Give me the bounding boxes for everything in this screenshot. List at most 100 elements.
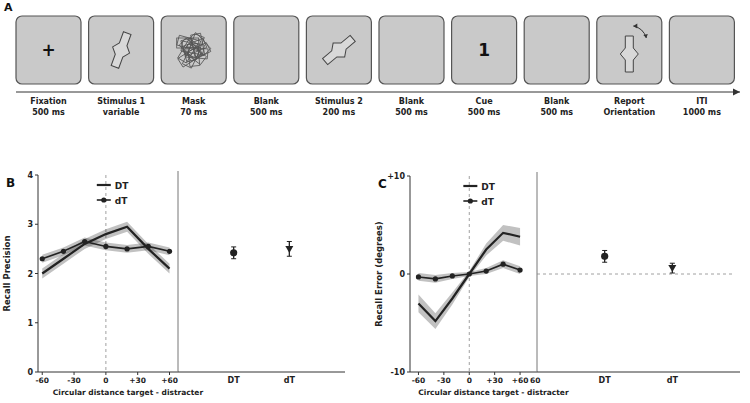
panel-label: B bbox=[6, 176, 15, 190]
error-band bbox=[42, 238, 169, 263]
plot-area bbox=[601, 250, 676, 273]
x-tick-label: +60 bbox=[161, 376, 178, 385]
legend-marker bbox=[101, 197, 106, 202]
point bbox=[467, 271, 472, 276]
chart: 01234-60-300+30+60BCircular distance tar… bbox=[2, 171, 203, 397]
error-cap bbox=[670, 263, 675, 264]
x-tick bbox=[137, 372, 138, 375]
point bbox=[40, 256, 45, 261]
rotate-arrow bbox=[633, 26, 646, 38]
y-tick-label: 1 bbox=[27, 319, 33, 328]
frame-box bbox=[669, 16, 734, 84]
x-tick-label: DT bbox=[228, 376, 241, 385]
frame-box bbox=[89, 16, 154, 84]
stimulus bbox=[620, 36, 638, 72]
point bbox=[601, 253, 608, 260]
panel-label: C bbox=[378, 177, 387, 191]
frame-box bbox=[524, 16, 589, 84]
mask-element bbox=[178, 39, 198, 63]
figure: A+Fixation500 msStimulus 1variableMask70… bbox=[0, 0, 750, 403]
x-axis bbox=[38, 372, 178, 373]
x-tick-label: 0 bbox=[103, 376, 108, 385]
point bbox=[433, 276, 438, 281]
frame: Mask70 ms bbox=[161, 16, 226, 117]
frame-caption: 500 ms bbox=[395, 108, 428, 117]
x-tick-label: dT bbox=[667, 376, 679, 385]
frame-box bbox=[597, 16, 662, 84]
x-tick-label: -60 bbox=[412, 376, 426, 385]
error-band bbox=[42, 222, 169, 279]
legend-key bbox=[463, 185, 477, 187]
x-tick-label: -30 bbox=[437, 376, 451, 385]
point bbox=[484, 268, 489, 273]
legend-label: dT bbox=[481, 197, 494, 207]
separator bbox=[178, 171, 179, 372]
y-label: Recall Precision bbox=[2, 236, 12, 312]
frame-caption: Orientation bbox=[604, 108, 656, 117]
mask-element bbox=[183, 38, 207, 56]
frame-box bbox=[161, 16, 226, 84]
frame-caption: ITI bbox=[696, 97, 707, 106]
point bbox=[416, 274, 421, 279]
x-tick-label: DT bbox=[599, 376, 612, 385]
frame-caption: Cue bbox=[476, 97, 494, 106]
x-tick-label: -60 bbox=[35, 376, 49, 385]
error-cap bbox=[287, 241, 292, 242]
x-tick bbox=[42, 372, 43, 375]
mask-element bbox=[177, 35, 201, 50]
y-tick bbox=[407, 176, 410, 177]
frame: Stimulus 1variable bbox=[89, 16, 154, 117]
point bbox=[230, 249, 237, 256]
mask-element bbox=[188, 44, 200, 67]
frame-box bbox=[452, 16, 517, 84]
frame-caption: 500 ms bbox=[250, 108, 283, 117]
error-cap bbox=[231, 246, 236, 247]
frame-box bbox=[306, 16, 371, 84]
frame-caption: 500 ms bbox=[540, 108, 573, 117]
x-axis bbox=[537, 372, 740, 373]
frame-caption: Fixation bbox=[30, 97, 67, 106]
annotation: 60 bbox=[530, 376, 540, 385]
legend-label: DT bbox=[115, 181, 129, 191]
y-tick-label: 2 bbox=[27, 270, 33, 279]
error-band bbox=[418, 260, 520, 283]
plot-area bbox=[416, 225, 523, 329]
x-tick-label: 0 bbox=[467, 376, 472, 385]
error-cap bbox=[287, 256, 292, 257]
x-tick bbox=[494, 372, 495, 375]
frame-caption: Stimulus 2 bbox=[315, 97, 363, 106]
frame-box bbox=[379, 16, 444, 84]
frame-caption: 500 ms bbox=[32, 108, 65, 117]
point bbox=[668, 265, 676, 272]
y-tick-label: 3 bbox=[27, 220, 33, 229]
y-tick-label: +10 bbox=[387, 172, 405, 181]
stimulus bbox=[106, 30, 135, 70]
time-arrow bbox=[16, 92, 740, 93]
x-tick-label: +60 bbox=[512, 376, 529, 385]
point bbox=[167, 249, 172, 254]
error-cap bbox=[670, 273, 675, 274]
legend-label: DT bbox=[481, 182, 495, 192]
plot-area bbox=[40, 222, 172, 279]
x-tick bbox=[443, 372, 444, 375]
frame: Blank 500 ms bbox=[234, 16, 299, 117]
point bbox=[124, 246, 129, 251]
frame-caption: Blank bbox=[254, 97, 280, 106]
series-line bbox=[418, 233, 520, 321]
zero-line bbox=[537, 274, 734, 275]
frame: Blank500 ms bbox=[379, 16, 444, 117]
plot-area bbox=[230, 241, 293, 258]
x-tick bbox=[169, 372, 170, 375]
y-tick-label: -10 bbox=[391, 368, 406, 377]
y-tick bbox=[35, 322, 38, 323]
x-label: Circular distance target - distracter bbox=[53, 388, 204, 397]
legend-marker bbox=[468, 198, 473, 203]
frame: ReportOrientation bbox=[597, 16, 662, 117]
frame: Stimulus 2200 ms bbox=[306, 16, 371, 117]
point bbox=[285, 246, 293, 253]
stimulus bbox=[319, 32, 358, 69]
y-tick bbox=[35, 175, 38, 176]
point bbox=[61, 249, 66, 254]
frame-symbol: + bbox=[41, 40, 55, 60]
frame: 1Cue500 ms bbox=[452, 16, 517, 117]
